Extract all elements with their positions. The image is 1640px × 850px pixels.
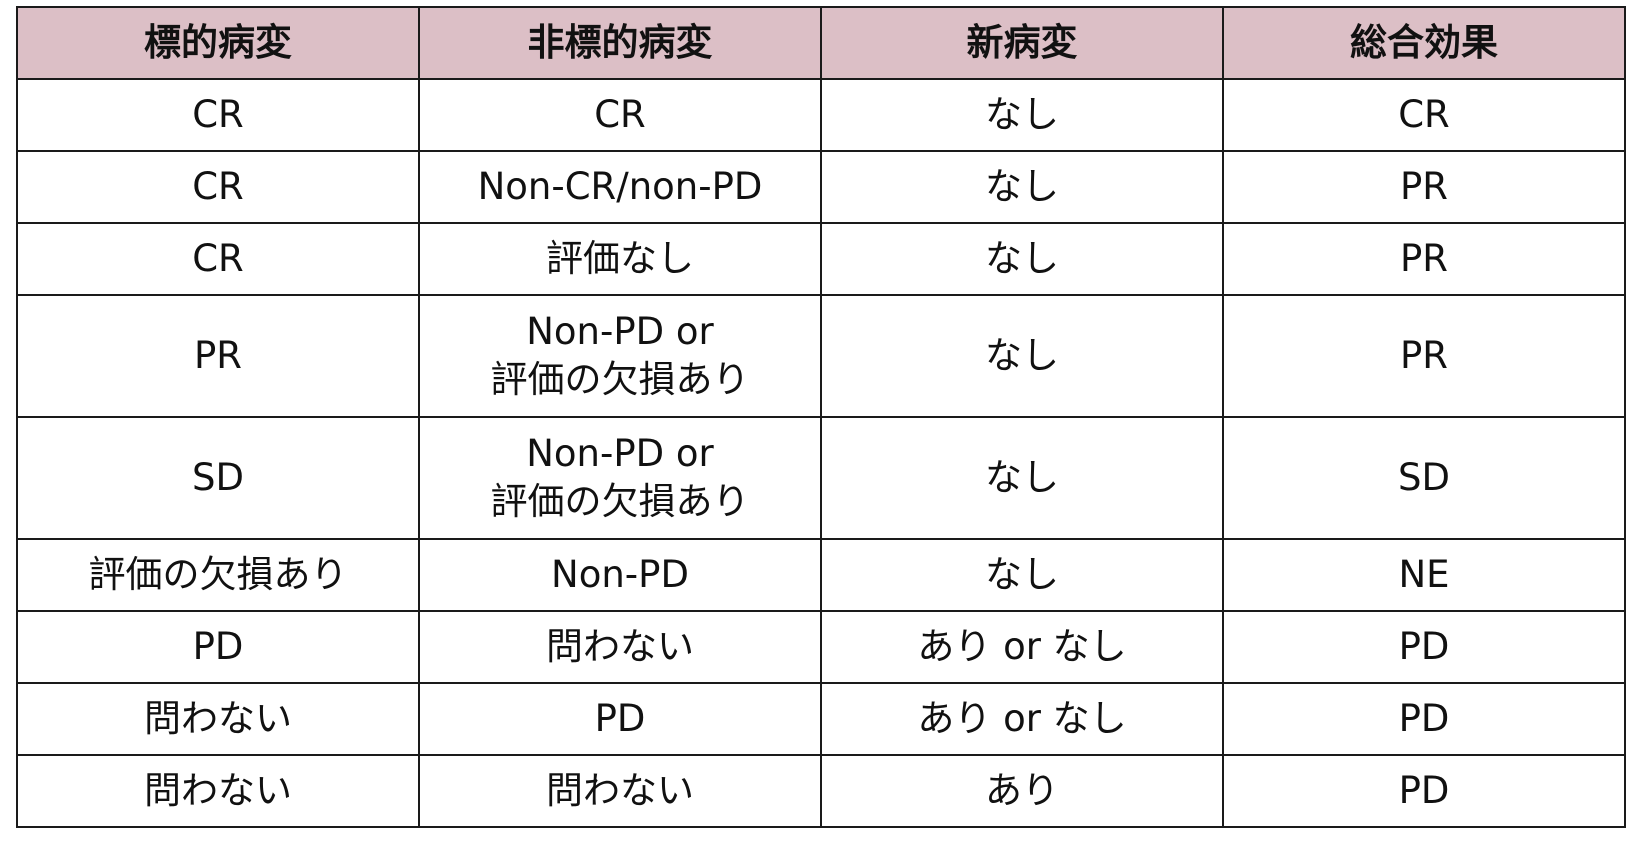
cell-non-target-lesion: 評価なし (418, 222, 822, 296)
table-row: CR 評価なし なし PR (16, 222, 1626, 296)
table-row: SD Non-PD or 評価の欠損あり なし SD (16, 416, 1626, 540)
cell-new-lesion: あり (820, 754, 1224, 828)
cell-target-lesion: CR (16, 78, 420, 152)
response-criteria-table: 標的病変 非標的病変 新病変 総合効果 CR CR なし CR CR Non-C… (16, 6, 1626, 828)
cell-new-lesion: なし (820, 294, 1224, 418)
cell-new-lesion: なし (820, 222, 1224, 296)
cell-overall-response: NE (1222, 538, 1626, 612)
cell-non-target-lesion: CR (418, 78, 822, 152)
cell-overall-response: PR (1222, 150, 1626, 224)
table-body: CR CR なし CR CR Non-CR/non-PD なし PR CR 評価… (16, 78, 1626, 828)
cell-overall-response: SD (1222, 416, 1626, 540)
cell-target-lesion: SD (16, 416, 420, 540)
cell-overall-response: PR (1222, 222, 1626, 296)
cell-target-lesion: 問わない (16, 754, 420, 828)
cell-overall-response: PD (1222, 754, 1626, 828)
cell-target-lesion: 問わない (16, 682, 420, 756)
cell-non-target-lesion: 問わない (418, 610, 822, 684)
cell-non-target-lesion: Non-PD or 評価の欠損あり (418, 294, 822, 418)
table-row: 問わない 問わない あり PD (16, 754, 1626, 828)
header-overall-response: 総合効果 (1222, 6, 1626, 80)
cell-new-lesion: あり or なし (820, 610, 1224, 684)
cell-overall-response: PD (1222, 682, 1626, 756)
cell-target-lesion: CR (16, 222, 420, 296)
cell-new-lesion: なし (820, 78, 1224, 152)
header-row: 標的病変 非標的病変 新病変 総合効果 (16, 6, 1626, 80)
cell-new-lesion: なし (820, 538, 1224, 612)
table-row: 問わない PD あり or なし PD (16, 682, 1626, 756)
cell-new-lesion: なし (820, 416, 1224, 540)
table-row: CR Non-CR/non-PD なし PR (16, 150, 1626, 224)
cell-non-target-lesion: Non-PD or 評価の欠損あり (418, 416, 822, 540)
cell-non-target-lesion: 問わない (418, 754, 822, 828)
cell-new-lesion: なし (820, 150, 1224, 224)
cell-overall-response: CR (1222, 78, 1626, 152)
cell-target-lesion: PD (16, 610, 420, 684)
cell-non-target-lesion: Non-PD (418, 538, 822, 612)
table-row: CR CR なし CR (16, 78, 1626, 152)
cell-target-lesion: PR (16, 294, 420, 418)
cell-non-target-lesion: PD (418, 682, 822, 756)
table-row: PR Non-PD or 評価の欠損あり なし PR (16, 294, 1626, 418)
header-target-lesion: 標的病変 (16, 6, 420, 80)
header-new-lesion: 新病変 (820, 6, 1224, 80)
cell-overall-response: PD (1222, 610, 1626, 684)
cell-non-target-lesion: Non-CR/non-PD (418, 150, 822, 224)
table-row: 評価の欠損あり Non-PD なし NE (16, 538, 1626, 612)
cell-overall-response: PR (1222, 294, 1626, 418)
cell-target-lesion: CR (16, 150, 420, 224)
cell-target-lesion: 評価の欠損あり (16, 538, 420, 612)
table-row: PD 問わない あり or なし PD (16, 610, 1626, 684)
cell-new-lesion: あり or なし (820, 682, 1224, 756)
header-non-target-lesion: 非標的病変 (418, 6, 822, 80)
